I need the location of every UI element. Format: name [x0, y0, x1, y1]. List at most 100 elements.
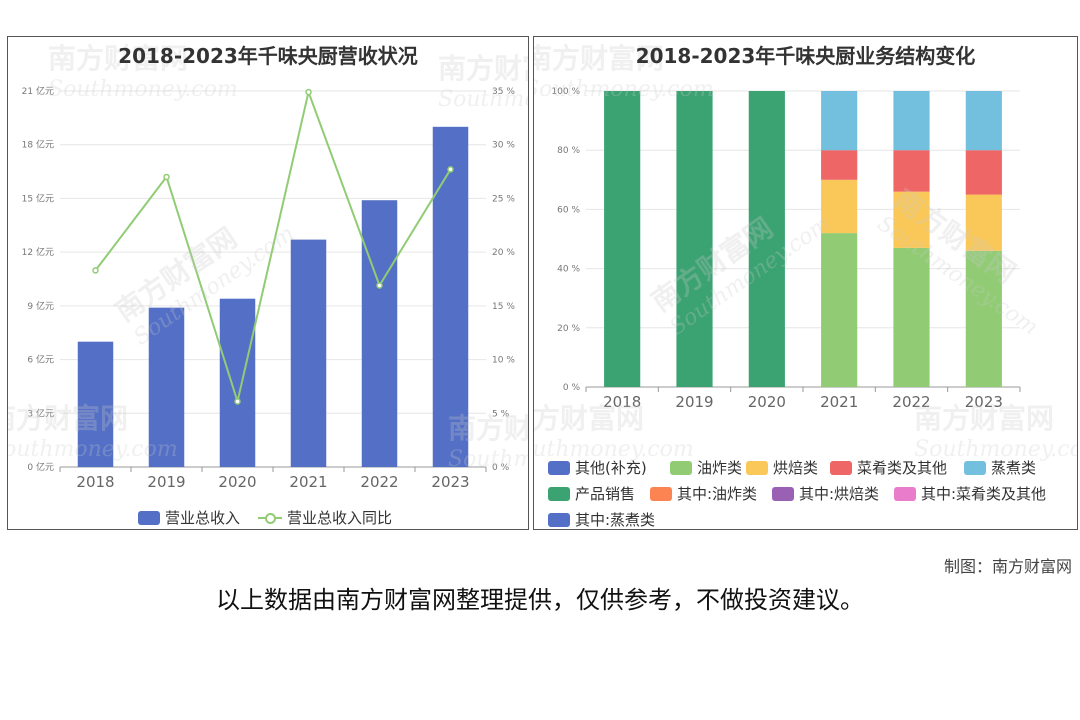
legend-swatch — [548, 512, 570, 527]
legend-item[interactable]: 产品销售 — [548, 483, 635, 504]
x-tick-label: 2019 — [147, 473, 185, 491]
legend-label: 其中:烘焙类 — [799, 485, 880, 503]
x-tick-label: 2021 — [289, 473, 327, 491]
y-left-tick-label: 15 亿元 — [22, 192, 54, 204]
x-tick-label: 2018 — [76, 473, 114, 491]
legend-label: 其他(补充) — [575, 459, 647, 477]
y-tick-label: 40 % — [557, 265, 580, 275]
stacked-bar-segment — [965, 150, 1002, 195]
chart-credit: 制图：南方财富网 — [943, 557, 1072, 576]
legend-label: 菜肴类及其他 — [857, 459, 948, 477]
stacked-bar-segment — [748, 91, 785, 387]
legend-label: 其中:油炸类 — [677, 485, 758, 503]
legend-swatch — [830, 460, 852, 475]
legend-swatch — [772, 486, 794, 501]
legend-label: 蒸煮类 — [991, 459, 1037, 477]
y-right-tick-label: 15 % — [492, 302, 515, 312]
legend-item[interactable]: 烘焙类 — [746, 457, 818, 478]
stacked-bar-segment — [893, 247, 930, 387]
stacked-bar-segment — [821, 179, 858, 234]
point-revenue-yoy — [92, 267, 99, 274]
y-left-tick-label: 0 亿元 — [27, 461, 54, 473]
y-tick-label: 20 % — [557, 324, 580, 334]
legend-swatch — [746, 460, 768, 475]
revenue-chart: 0 亿元 3 亿元 6 亿元 9 亿元 12 亿元 15 亿元 18 亿元 21 亿元 0 % 5… — [22, 85, 516, 491]
stacked-bar-segment — [821, 91, 858, 151]
legend-swatch — [258, 511, 282, 525]
legend-item[interactable]: 营业总收入 — [138, 507, 240, 528]
stacked-bar-segment — [893, 150, 930, 192]
y-right-tick-label: 5 % — [492, 409, 510, 419]
disclaimer-text: 以上数据由南方财富网整理提供，仅供参考，不做投资建议。 — [216, 586, 864, 614]
point-revenue-yoy — [234, 398, 241, 405]
legend-swatch — [964, 460, 986, 475]
y-left-tick-label: 21 亿元 — [22, 85, 54, 97]
y-right-tick-label: 35 % — [492, 87, 515, 97]
structure-chart-panel: 2018-2023年千味央厨业务结构变化 0 % 20 % 40 % 60 % 80 %… — [533, 36, 1078, 530]
stacked-bar-segment — [965, 91, 1002, 151]
bar-revenue — [219, 298, 256, 467]
legend-label: 烘焙类 — [773, 459, 819, 477]
x-tick-label: 2021 — [820, 393, 858, 411]
legend-item[interactable]: 其中:油炸类 — [650, 483, 757, 504]
legend-item[interactable]: 其中:蒸煮类 — [548, 509, 656, 529]
y-right-tick-label: 0 % — [492, 463, 510, 473]
structure-chart-title: 2018-2023年千味央厨业务结构变化 — [635, 44, 976, 68]
legend-label: 油炸类 — [697, 459, 743, 477]
bar-revenue — [77, 341, 114, 467]
point-revenue-yoy — [163, 173, 170, 181]
legend-label: 其中:蒸煮类 — [575, 511, 656, 529]
legend-swatch — [894, 486, 916, 501]
bar-revenue — [432, 126, 469, 468]
bar-revenue — [361, 200, 398, 467]
revenue-chart-title: 2018-2023年千味央厨营收状况 — [118, 44, 418, 68]
legend-swatch — [548, 486, 570, 501]
y-tick-label: 100 % — [551, 87, 580, 97]
structure-chart: 0 % 20 % 40 % 60 % 80 % 100 % 2018 2019 2020 2021… — [551, 87, 1021, 411]
legend-item[interactable]: 营业总收入同比 — [258, 507, 392, 528]
legend-label: 产品销售 — [575, 485, 636, 503]
legend-item[interactable]: 其他(补充) — [548, 457, 647, 478]
y-left-tick-label: 6 亿元 — [27, 354, 54, 366]
stacked-bar-segment — [965, 194, 1002, 251]
y-left-tick-label: 9 亿元 — [27, 300, 54, 312]
legend-label: 营业总收入同比 — [287, 509, 393, 527]
y-tick-label: 60 % — [557, 205, 580, 215]
legend-item[interactable]: 油炸类 — [670, 457, 742, 478]
y-left-tick-label: 12 亿元 — [22, 246, 54, 258]
legend-label: 其中:菜肴类及其他 — [921, 485, 1047, 503]
y-right-tick-label: 20 % — [492, 248, 515, 258]
stacked-bar-segment — [965, 250, 1002, 387]
legend-label: 营业总收入 — [165, 509, 241, 527]
x-tick-label: 2019 — [675, 393, 713, 411]
legend-item[interactable]: 其中:烘焙类 — [772, 483, 879, 504]
legend-item[interactable]: 其中:菜肴类及其他 — [894, 483, 1046, 504]
x-tick-label: 2022 — [892, 393, 930, 411]
x-tick-label: 2023 — [431, 473, 469, 491]
stacked-bar-segment — [821, 150, 858, 180]
y-left-tick-label: 18 亿元 — [22, 139, 54, 151]
point-revenue-yoy — [305, 88, 312, 96]
y-right-tick-label: 10 % — [492, 356, 515, 366]
x-tick-label: 2018 — [603, 393, 641, 411]
stacked-bar-segment — [676, 91, 713, 387]
stacked-bar-segment — [893, 91, 930, 151]
x-tick-label: 2020 — [218, 473, 256, 491]
bar-revenue — [148, 307, 185, 467]
bar-revenue — [290, 239, 327, 467]
line-revenue-yoy — [94, 88, 452, 406]
legend-item[interactable]: 菜肴类及其他 — [830, 457, 947, 478]
y-tick-label: 0 % — [563, 383, 581, 393]
legend-swatch — [138, 510, 160, 525]
y-left-tick-label: 3 亿元 — [27, 407, 54, 419]
point-revenue-yoy — [447, 166, 454, 173]
legend-item[interactable]: 蒸煮类 — [964, 457, 1036, 478]
y-right-tick-label: 25 % — [492, 194, 515, 204]
x-tick-label: 2020 — [748, 393, 786, 411]
legend-swatch — [650, 486, 672, 501]
revenue-chart-panel: 2018-2023年千味央厨营收状况 0 亿元 3 亿元 6 亿元 9 亿元 12 亿元… — [7, 36, 529, 530]
y-right-tick-label: 30 % — [492, 141, 515, 151]
point-revenue-yoy — [376, 282, 383, 289]
legend-swatch — [670, 460, 692, 475]
stacked-bar-segment — [604, 91, 641, 387]
